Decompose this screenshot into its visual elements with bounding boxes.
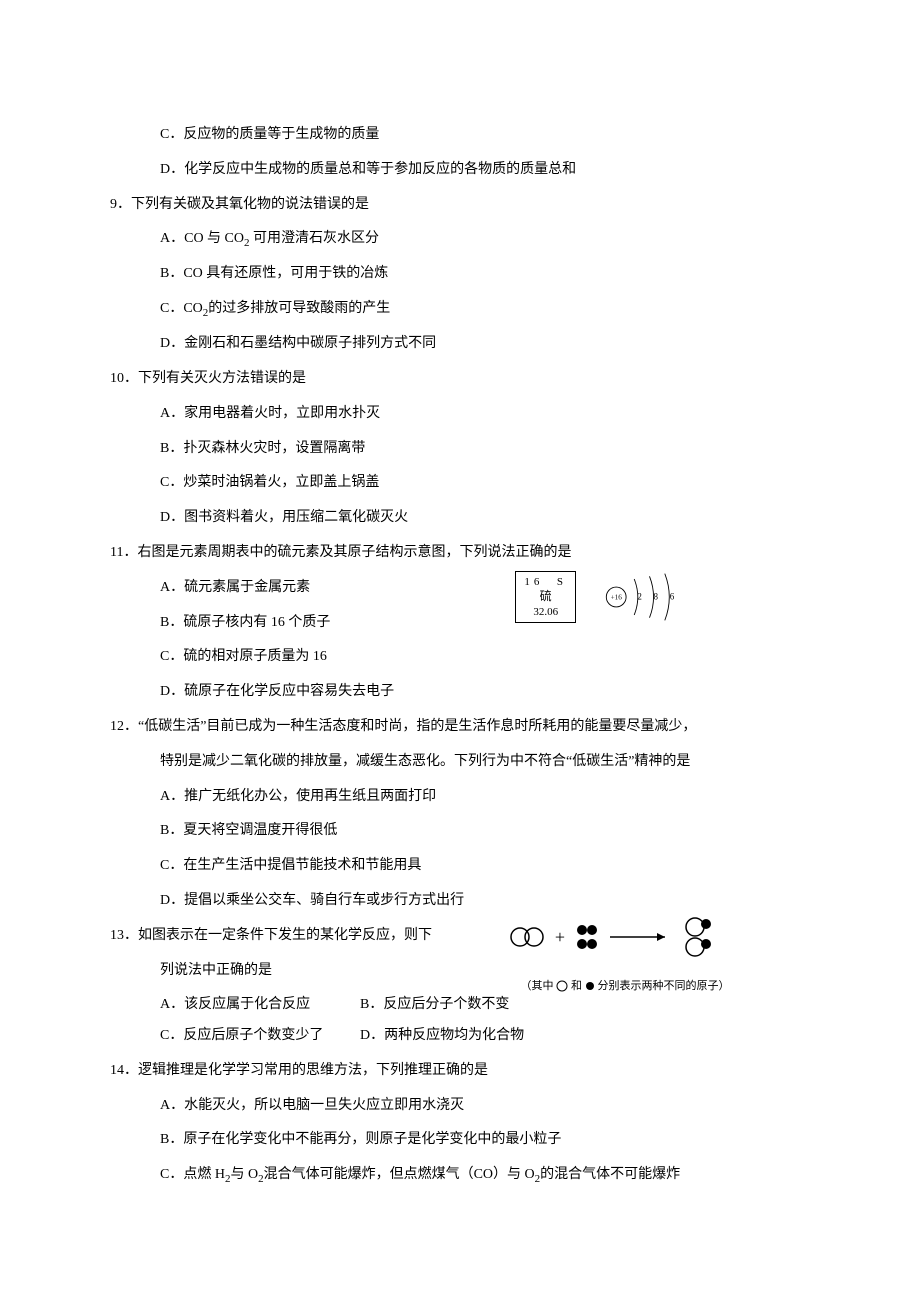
q12-stem: 12．“低碳生活”目前已成为一种生活态度和时尚，指的是生活作息时所耗用的能量要尽… [110,712,810,743]
open-circle-icon [556,980,568,992]
element-symbol: S [557,576,567,588]
q9-a-post: 可用澄清石灰水区分 [250,231,380,246]
q9-a-pre: A．CO 与 CO [160,231,244,246]
q13-option-a: A．该反应属于化合反应 [160,990,360,1021]
cap-mid: 和 [571,980,582,992]
q9-option-d: D．金刚石和石墨结构中碳原子排列方式不同 [110,329,810,360]
q9-stem: 9．下列有关碳及其氧化物的说法错误的是 [110,190,810,221]
filled-circle-icon [585,981,595,991]
shell-1: 2 [637,592,642,602]
q10-option-d: D．图书资料着火，用压缩二氧化碳灭火 [110,503,810,534]
q10-option-c: C．炒菜时油锅着火，立即盖上锅盖 [110,468,810,499]
q12-option-d: D．提倡以乘坐公交车、骑自行车或步行方式出行 [110,886,810,917]
q11-option-c: C．硫的相对原子质量为 16 [110,642,810,673]
shell-2: 8 [654,592,659,602]
q12-stem-cont: 特别是减少二氧化碳的排放量，减缓生态恶化。下列行为中不符合“低碳生活”精神的是 [110,747,810,778]
q13-caption: （其中 和 分别表示两种不同的原子） [500,974,750,998]
q14-option-a: A．水能灭火，所以电脑一旦失火应立即用水浇灭 [110,1091,810,1122]
q9-c-post: 的过多排放可导致酸雨的产生 [208,301,390,316]
cap-post: 分别表示两种不同的原子） [598,980,730,992]
q11-figure: 16 S 硫 32.06 +16 2 8 6 [515,570,690,624]
q13-container: 13．如图表示在一定条件下发生的某化学反应，则下 + （其中 和 分别表示两种不… [110,921,810,1052]
q11-option-b: B．硫原子核内有 16 个质子 [110,608,810,639]
q14-c-4: 的混合气体不可能爆炸 [540,1167,680,1182]
q11-stem: 11．右图是元素周期表中的硫元素及其原子结构示意图，下列说法正确的是 [110,538,810,569]
q12-option-a: A．推广无纸化办公，使用再生纸且两面打印 [110,782,810,813]
shell-3: 6 [670,592,675,602]
q14-c-1: C．点燃 H [160,1167,225,1182]
q14-c-3: 混合气体可能爆炸，但点燃煤气（CO）与 O [264,1167,535,1182]
q9-option-a: A．CO 与 CO2 可用澄清石灰水区分 [110,224,810,255]
q11-option-d: D．硫原子在化学反应中容易失去电子 [110,677,810,708]
q9-option-c: C．CO2的过多排放可导致酸雨的产生 [110,294,810,325]
q8-option-c: C．反应物的质量等于生成物的质量 [110,120,810,151]
q9-option-b: B．CO 具有还原性，可用于铁的冶炼 [110,259,810,290]
q10-stem: 10．下列有关灭火方法错误的是 [110,364,810,395]
nucleus-charge: +16 [611,594,623,602]
q8-option-d: D．化学反应中生成物的质量总和等于参加反应的各物质的质量总和 [110,155,810,186]
q11-container: 11．右图是元素周期表中的硫元素及其原子结构示意图，下列说法正确的是 16 S … [110,538,810,708]
atomic-number: 16 [524,576,543,588]
svg-text:+: + [555,927,565,947]
q14-option-c: C．点燃 H2与 O2混合气体可能爆炸，但点燃煤气（CO）与 O2的混合气体不可… [110,1160,810,1191]
q13-figure: + （其中 和 分别表示两种不同的原子） [500,917,750,998]
q14-c-2: 与 O [230,1167,258,1182]
q14-option-b: B．原子在化学变化中不能再分，则原子是化学变化中的最小粒子 [110,1125,810,1156]
atomic-mass: 32.06 [524,605,567,619]
element-name: 硫 [524,589,567,605]
periodic-table-cell: 16 S 硫 32.06 [515,571,576,623]
q10-option-b: B．扑灭森林火灾时，设置隔离带 [110,434,810,465]
atom-structure-diagram: +16 2 8 6 [600,570,690,624]
reaction-diagram: + [500,917,750,957]
q11-option-a: A．硫元素属于金属元素 [110,573,810,604]
q14-stem: 14．逻辑推理是化学学习常用的思维方法，下列推理正确的是 [110,1056,810,1087]
q12-option-c: C．在生产生活中提倡节能技术和节能用具 [110,851,810,882]
q12-option-b: B．夏天将空调温度开得很低 [110,816,810,847]
cap-pre: （其中 [521,980,554,992]
q10-option-a: A．家用电器着火时，立即用水扑灭 [110,399,810,430]
q13-option-c: C．反应后原子个数变少了 [160,1021,360,1052]
q13-option-d: D．两种反应物均为化合物 [360,1021,560,1052]
q9-c-pre: C．CO [160,301,203,316]
